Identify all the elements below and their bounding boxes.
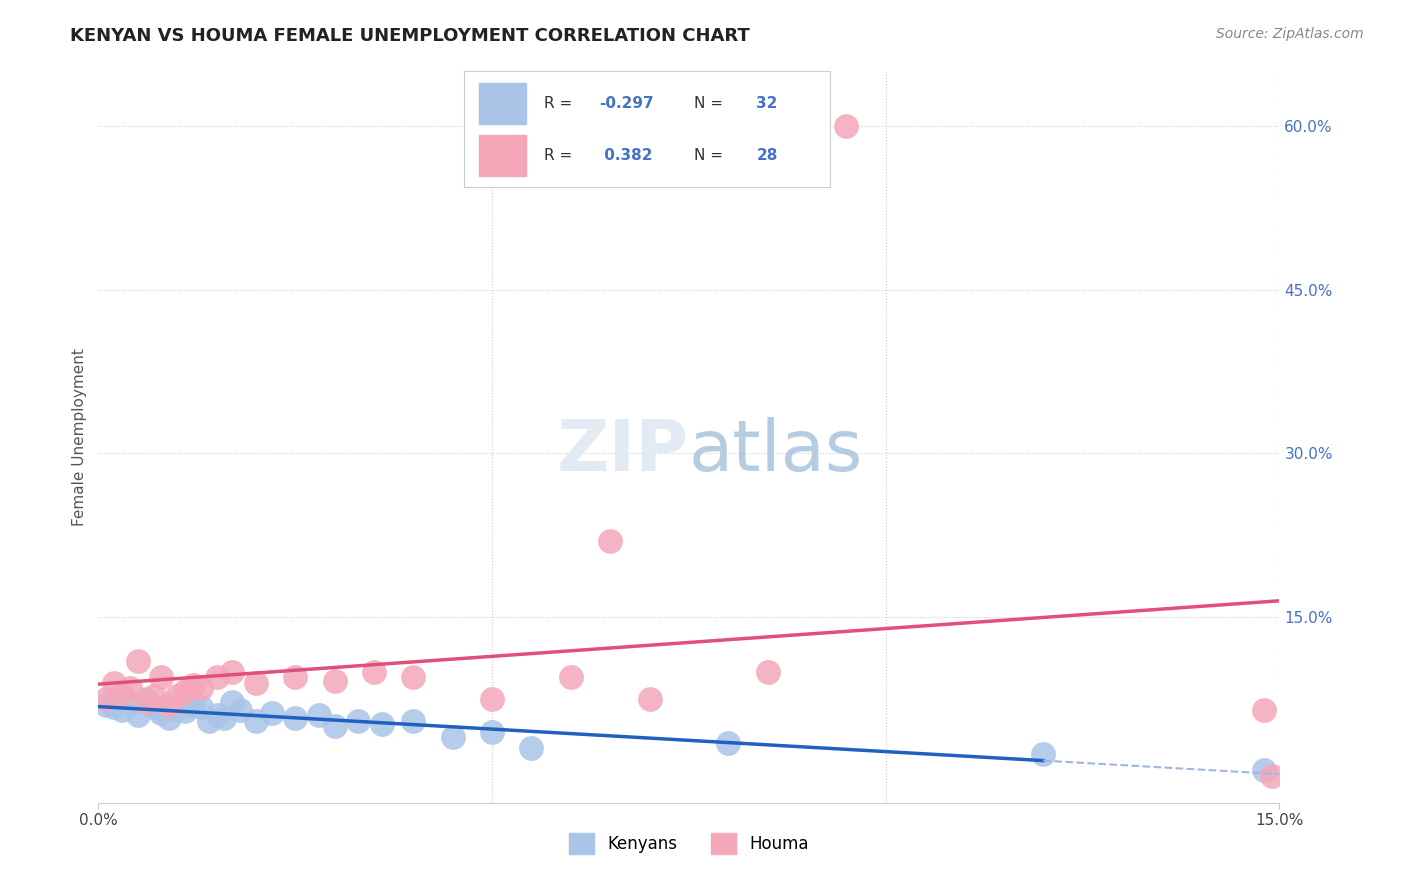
Point (96, 692, 118, 706)
Point (363, 665, 385, 679)
Point (157, 698, 180, 712)
Text: Source: ZipAtlas.com: Source: ZipAtlas.com (1216, 27, 1364, 41)
Point (111, 687, 134, 701)
Text: R =: R = (544, 148, 578, 163)
Point (323, 673, 346, 688)
Point (150, 670, 173, 684)
Text: atlas: atlas (689, 417, 863, 486)
Point (118, 681, 141, 695)
Text: 32: 32 (756, 95, 778, 111)
Point (284, 670, 307, 684)
Point (205, 670, 228, 684)
Point (190, 681, 212, 695)
Point (245, 675, 267, 690)
Bar (478, 83, 526, 123)
Point (441, 731, 464, 745)
Y-axis label: Female Unemployment: Female Unemployment (72, 348, 87, 526)
Point (835, 119, 858, 133)
Point (181, 698, 204, 712)
Point (103, 675, 125, 690)
Text: N =: N = (695, 148, 728, 163)
Point (221, 665, 243, 679)
Point (245, 714, 267, 728)
Point (402, 714, 425, 728)
Point (481, 724, 503, 739)
Text: 0.382: 0.382 (599, 148, 652, 163)
Text: ZIP: ZIP (557, 417, 689, 486)
Text: 28: 28 (756, 148, 778, 163)
Point (205, 708, 228, 723)
Point (308, 708, 330, 723)
Point (142, 689, 165, 703)
Point (214, 711, 236, 725)
Point (96, 698, 118, 712)
Point (135, 695, 157, 709)
Text: R =: R = (544, 95, 578, 111)
Point (135, 692, 157, 706)
Point (717, 736, 740, 750)
Point (103, 699, 125, 714)
Point (181, 678, 204, 692)
Text: KENYAN VS HOUMA FEMALE UNEMPLOYMENT CORRELATION CHART: KENYAN VS HOUMA FEMALE UNEMPLOYMENT CORR… (70, 27, 749, 45)
Point (221, 695, 243, 709)
Point (157, 711, 180, 725)
Point (260, 706, 283, 721)
Point (323, 719, 346, 733)
Point (371, 717, 394, 731)
Point (560, 670, 582, 684)
Point (111, 703, 134, 717)
Point (1032, 747, 1054, 761)
Point (142, 699, 165, 714)
Point (402, 670, 425, 684)
Point (150, 706, 173, 721)
Text: -0.297: -0.297 (599, 95, 654, 111)
Point (127, 708, 149, 723)
Point (756, 665, 779, 679)
Legend: Kenyans, Houma: Kenyans, Houma (562, 827, 815, 860)
Point (520, 741, 543, 756)
Point (481, 692, 503, 706)
Point (599, 533, 621, 548)
Point (174, 684, 197, 698)
Point (118, 695, 141, 709)
Point (347, 714, 370, 728)
Point (284, 711, 307, 725)
Point (174, 704, 197, 718)
Point (127, 654, 149, 668)
Point (1253, 703, 1275, 717)
Point (166, 689, 188, 703)
Point (638, 692, 661, 706)
Point (190, 699, 212, 714)
Point (1260, 768, 1282, 782)
Point (229, 703, 252, 717)
Point (166, 702, 188, 716)
Point (197, 714, 219, 728)
Bar (478, 135, 526, 176)
Point (1253, 763, 1275, 777)
Text: N =: N = (695, 95, 728, 111)
